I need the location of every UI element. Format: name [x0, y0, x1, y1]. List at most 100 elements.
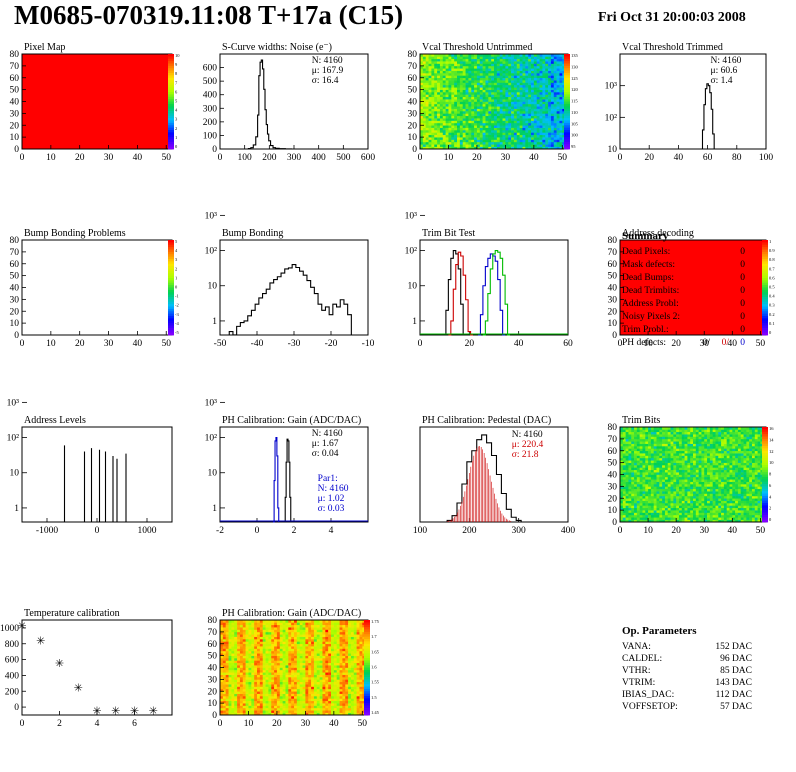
heatmap-cell	[709, 462, 713, 466]
heatmap-cell	[707, 486, 711, 490]
y-tick-label: 20	[608, 494, 618, 504]
heatmap-cell	[650, 503, 654, 506]
heatmap-cell	[662, 427, 666, 430]
heatmap-cell	[678, 472, 683, 475]
heatmap-cell	[499, 75, 503, 79]
palette-band	[762, 244, 768, 248]
heatmap-cell	[550, 80, 555, 83]
heatmap-cell	[474, 68, 478, 71]
heatmap-cell	[516, 108, 520, 112]
heatmap-cell	[482, 63, 486, 67]
heatmap-cell	[454, 122, 458, 126]
heatmap-cell	[704, 493, 708, 497]
heatmap-cell	[664, 488, 669, 492]
heatmap-cell	[676, 495, 680, 499]
heatmap-cell	[494, 103, 498, 107]
heatmap-cell	[562, 75, 566, 79]
heatmap-cell	[625, 460, 629, 463]
heatmap-cell	[645, 488, 649, 492]
heatmap-cell	[459, 99, 463, 102]
heatmap-cell	[482, 101, 486, 105]
heatmap-cell	[533, 92, 537, 95]
heatmap-cell	[650, 519, 654, 523]
heatmap-cell	[519, 108, 523, 112]
heatmap-cell	[525, 92, 529, 95]
heatmap-cell	[667, 460, 671, 463]
heatmap-cell	[485, 101, 489, 105]
palette-band	[762, 240, 768, 243]
heatmap-cell	[673, 493, 677, 497]
heatmap-cell	[454, 73, 458, 76]
heatmap-cell	[248, 705, 252, 709]
heatmap-cell	[628, 495, 632, 499]
heatmap-cell	[746, 455, 750, 459]
heatmap-cell	[664, 469, 669, 473]
heatmap-cell	[622, 438, 626, 442]
heatmap-cell	[491, 75, 495, 79]
heatmap-cell	[420, 132, 424, 136]
heatmap-cell	[474, 56, 478, 60]
heatmap-cell	[542, 122, 546, 126]
heatmap-cell	[545, 80, 549, 83]
heatmap-cell	[428, 56, 432, 60]
heatmap-cell	[681, 479, 685, 482]
heatmap-cell	[522, 130, 526, 133]
heatmap-cell	[439, 111, 444, 114]
palette-label: 105	[571, 121, 579, 126]
heatmap-cell	[754, 519, 758, 523]
heatmap-cell	[735, 479, 739, 482]
x-tick-label: 0	[418, 153, 423, 163]
plot-frame	[21, 619, 173, 716]
heatmap-cell	[678, 450, 683, 454]
heatmap-cell	[634, 472, 638, 475]
heatmap-cell	[494, 127, 498, 131]
heatmap-cell	[448, 68, 452, 71]
x-tick-label: 0	[218, 153, 223, 163]
heatmap-cell	[754, 512, 758, 516]
heatmap-cell	[531, 103, 535, 107]
heatmap-cell	[474, 70, 478, 74]
heatmap-cell	[667, 500, 671, 504]
heatmap-cell	[676, 446, 680, 449]
heatmap-cell	[505, 58, 509, 62]
heatmap-cell	[559, 101, 563, 105]
heatmap-cell	[645, 450, 649, 454]
heatmap-cell	[479, 113, 483, 117]
heatmap-cell	[650, 517, 654, 520]
heatmap-cell	[545, 70, 549, 74]
heatmap-cell	[749, 481, 753, 485]
heatmap-cell	[474, 146, 478, 150]
palette-band	[564, 63, 570, 67]
heatmap-cell	[516, 134, 520, 138]
heatmap-cell	[704, 503, 708, 506]
heatmap-cell	[648, 436, 652, 440]
heatmap-cell	[664, 486, 669, 490]
heatmap-cell	[659, 481, 663, 485]
heatmap-cell	[673, 450, 677, 454]
heatmap-cell	[622, 507, 626, 511]
heatmap-cell	[539, 103, 543, 107]
heatmap-cell	[439, 56, 444, 60]
heatmap-cell	[628, 507, 632, 511]
heatmap-cell	[545, 63, 549, 67]
heatmap-cell	[476, 144, 481, 147]
heatmap-cell	[502, 61, 506, 64]
heatmap-cell	[353, 707, 357, 711]
heatmap-cell	[502, 75, 506, 79]
palette-label: 6	[769, 483, 772, 488]
heatmap-cell	[662, 517, 666, 520]
heatmap-cell	[698, 436, 702, 440]
heatmap-cell	[468, 77, 472, 81]
heatmap-cell	[548, 113, 552, 117]
heatmap-cell	[620, 479, 624, 482]
heatmap-cell	[536, 111, 540, 114]
heatmap-cell	[294, 707, 298, 711]
heatmap-cell	[439, 137, 444, 140]
heatmap-cell	[482, 103, 486, 107]
heatmap-cell	[670, 443, 674, 447]
heatmap-cell	[732, 446, 736, 449]
x-tick-label: 30	[104, 153, 114, 163]
heatmap-cell	[508, 144, 512, 147]
heatmap-cell	[628, 486, 632, 490]
heatmap-cell	[553, 125, 557, 128]
